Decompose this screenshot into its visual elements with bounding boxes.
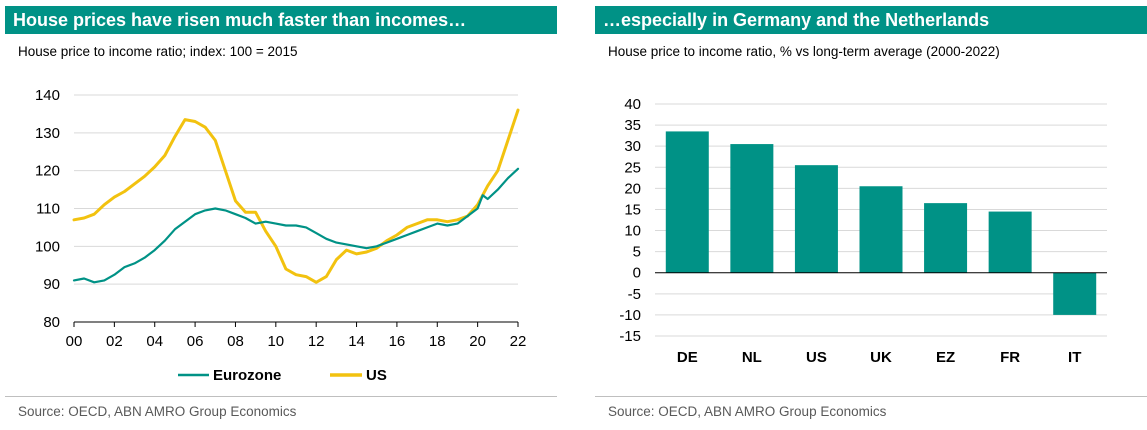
right-source-divider bbox=[595, 396, 1147, 397]
y-tick-label: -5 bbox=[628, 286, 641, 303]
x-tick-label: 00 bbox=[66, 333, 83, 350]
y-tick-label: 30 bbox=[624, 138, 641, 155]
bar-ez bbox=[924, 203, 968, 273]
bar-us bbox=[794, 165, 838, 273]
y-tick-label: 10 bbox=[624, 223, 641, 240]
x-category-label: UK bbox=[870, 349, 892, 366]
x-category-label: US bbox=[806, 349, 827, 366]
legend-label-eurozone: Eurozone bbox=[213, 367, 281, 384]
line-chart: 80 90 100 110 120 130 140 00 02 04 06 08 10 12 14 16 18 2… bbox=[35, 87, 527, 384]
x-category-label: NL bbox=[742, 349, 762, 366]
y-tick-label: -10 bbox=[619, 307, 641, 324]
y-tick-label: 90 bbox=[43, 276, 60, 293]
bar-de bbox=[665, 131, 709, 273]
x-tick-label: 18 bbox=[429, 333, 446, 350]
right-chart-title: …especially in Germany and the Netherlan… bbox=[595, 6, 1147, 34]
y-tick-label: 35 bbox=[624, 117, 641, 134]
y-tick-label: 0 bbox=[633, 265, 641, 282]
bar-nl bbox=[730, 144, 774, 273]
right-chart-subtitle: House price to income ratio, % vs long-t… bbox=[608, 44, 1000, 59]
series-line-eurozone bbox=[72, 167, 520, 284]
x-category-label: FR bbox=[1000, 349, 1020, 366]
x-tick-label: 04 bbox=[146, 333, 163, 350]
x-tick-label: 12 bbox=[308, 333, 325, 350]
left-source-note: Source: OECD, ABN AMRO Group Economics bbox=[18, 404, 297, 419]
x-category-label: IT bbox=[1068, 349, 1081, 366]
y-tick-label: 110 bbox=[36, 201, 60, 218]
y-tick-label: 80 bbox=[43, 314, 60, 331]
x-tick-label: 08 bbox=[227, 333, 244, 350]
x-category-label: DE bbox=[677, 349, 698, 366]
series-line-us bbox=[72, 108, 520, 284]
right-source-note: Source: OECD, ABN AMRO Group Economics bbox=[608, 404, 887, 419]
left-chart-subtitle: House price to income ratio; index: 100 … bbox=[18, 44, 298, 59]
bar-chart: 40 35 30 25 20 15 10 5 0 -5 -10 -15 DE NL US UK EZ FR IT bbox=[619, 96, 1107, 366]
y-tick-label: 140 bbox=[35, 87, 60, 104]
bar-uk bbox=[859, 186, 903, 273]
x-category-label: EZ bbox=[936, 349, 955, 366]
y-tick-label: 20 bbox=[624, 180, 641, 197]
left-chart-panel: House prices have risen much faster than… bbox=[0, 0, 557, 430]
y-tick-label: 15 bbox=[624, 201, 641, 218]
x-tick-label: 10 bbox=[267, 333, 284, 350]
x-tick-label: 14 bbox=[348, 333, 365, 350]
left-chart-title: House prices have risen much faster than… bbox=[5, 6, 557, 34]
bar-it bbox=[1053, 272, 1097, 315]
right-chart-panel: …especially in Germany and the Netherlan… bbox=[590, 0, 1147, 430]
x-tick-label: 20 bbox=[469, 333, 486, 350]
y-tick-label: 120 bbox=[35, 163, 60, 180]
x-tick-label: 22 bbox=[510, 333, 527, 350]
y-tick-label: -15 bbox=[619, 328, 641, 345]
y-tick-label: 5 bbox=[633, 244, 641, 261]
bar-fr bbox=[988, 211, 1032, 273]
x-tick-label: 16 bbox=[389, 333, 406, 350]
y-tick-label: 25 bbox=[624, 159, 641, 176]
legend-label-us: US bbox=[366, 367, 387, 384]
y-tick-label: 100 bbox=[35, 238, 60, 255]
left-source-divider bbox=[5, 396, 557, 397]
x-tick-label: 06 bbox=[187, 333, 204, 350]
y-tick-label: 40 bbox=[624, 96, 641, 113]
y-tick-label: 130 bbox=[35, 125, 60, 142]
x-tick-label: 02 bbox=[106, 333, 123, 350]
